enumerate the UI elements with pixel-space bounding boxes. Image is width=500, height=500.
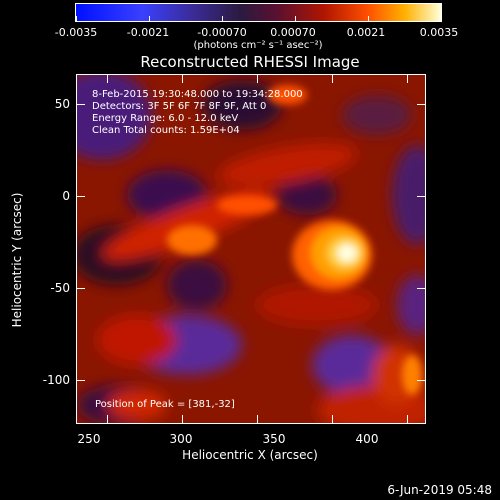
- x-tick-label: 300: [169, 432, 193, 446]
- colorbar-tick-label: 0.0035: [419, 26, 459, 39]
- y-tick-label: -50: [50, 281, 70, 295]
- image-title: Reconstructed RHESSI Image: [140, 53, 360, 71]
- colorbar-tick-label: -0.0035: [54, 26, 98, 39]
- x-tick-label: 350: [262, 432, 286, 446]
- x-tick-label: 400: [355, 432, 379, 446]
- colorbar-tick-label: -0.00070: [197, 26, 247, 39]
- x-axis-title: Heliocentric X (arcsec): [182, 448, 318, 462]
- peak-position-label: Position of Peak = [381,-32]: [95, 399, 235, 410]
- colorbar: [75, 3, 442, 22]
- x-tick-label: 250: [77, 432, 101, 446]
- y-tick-label: -100: [42, 373, 70, 387]
- colorbar-tick-label: -0.0021: [126, 26, 170, 39]
- y-tick-label: 0: [62, 189, 70, 203]
- colorbar-tick-label: 0.0021: [346, 26, 386, 39]
- colorbar-tick-label: 0.00070: [270, 26, 316, 39]
- energy-range-label: Energy Range: 6.0 - 12.0 keV: [92, 113, 239, 124]
- detectors-label: Detectors: 3F 5F 6F 7F 8F 9F, Att 0: [92, 101, 267, 112]
- clean-counts-label: Clean Total counts: 1.59E+04: [92, 125, 240, 136]
- y-axis-title: Heliocentric Y (arcsec): [10, 192, 24, 328]
- y-tick-label: 50: [54, 97, 70, 111]
- rhessi-image: 8-Feb-2015 19:30:48.000 to 19:34:28.000 …: [76, 74, 426, 424]
- time-range-label: 8-Feb-2015 19:30:48.000 to 19:34:28.000: [92, 89, 303, 100]
- footer-date: 6-Jun-2019 05:48: [387, 483, 492, 497]
- heatmap-image: [77, 75, 425, 423]
- colorbar-units: (photons cm⁻² s⁻¹ asec⁻²): [193, 40, 323, 51]
